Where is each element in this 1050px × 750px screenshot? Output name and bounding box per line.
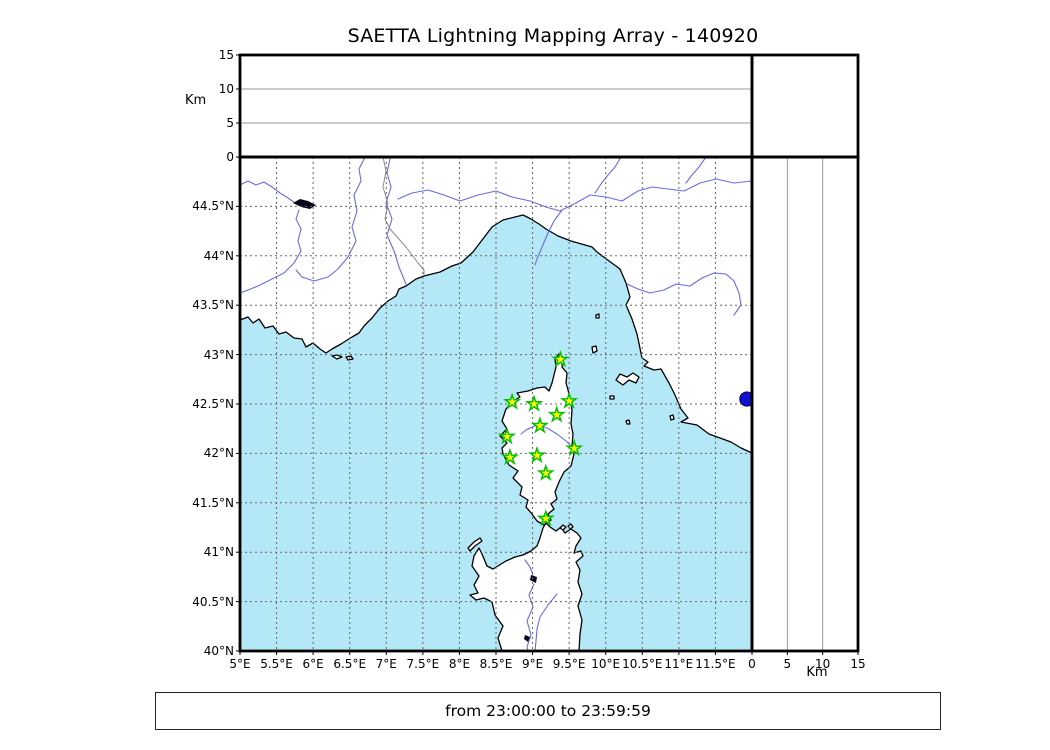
lon-tick-label: 9°E [521, 657, 544, 671]
station-marker [530, 416, 549, 434]
station-marker [500, 447, 519, 466]
river [240, 180, 296, 204]
river [534, 209, 563, 266]
station-marker [497, 427, 517, 445]
river [295, 157, 366, 282]
lon-tick-label: 6.5°E [333, 657, 367, 671]
station-marker [536, 509, 555, 527]
island-capraia [591, 345, 598, 354]
lon-tick-label: 11.5°E [695, 657, 736, 671]
detection-point [739, 391, 752, 407]
river [534, 593, 558, 651]
lat-tick-label: 40.5°N [192, 594, 234, 609]
lat-tick-label: 42°N [203, 446, 234, 461]
river [520, 427, 531, 435]
island-pianosa [609, 395, 615, 400]
station-marker [565, 438, 584, 457]
altitude-tick-label-right: 0 [748, 657, 756, 671]
river [685, 157, 707, 184]
station-marker [527, 445, 547, 464]
lon-tick-label: 5.5°E [260, 657, 293, 671]
lat-tick-label: 40°N [203, 644, 234, 658]
map-frame [238, 155, 754, 653]
island-corsica [499, 353, 575, 526]
lon-tick-label: 7.5°E [406, 657, 440, 671]
lat-tick-label: 43.5°N [192, 298, 234, 313]
lon-tick-label: 11°E [664, 657, 694, 671]
station-marker [524, 394, 544, 412]
island-asinara [467, 537, 483, 552]
altitude-tick-label-right: 5 [783, 657, 792, 671]
altitude-tick-label-top: 15 [218, 48, 234, 62]
island-gorgona [595, 313, 600, 319]
river [526, 583, 535, 651]
island-elba [615, 372, 640, 386]
island-porquerolles [331, 354, 354, 361]
river [397, 178, 752, 212]
island-sardinia [469, 522, 584, 651]
lake-coghinas [530, 575, 537, 583]
altitude-tick-label-right: 10 [815, 657, 831, 671]
map-geography [240, 157, 752, 651]
country-border [382, 157, 425, 276]
lon-tick-label: 8.5°E [479, 657, 513, 671]
map-gridlines [240, 157, 752, 651]
river [626, 272, 742, 316]
station-markers [497, 349, 584, 527]
station-marker [547, 405, 566, 423]
altitude-tick-label-right: 15 [850, 657, 866, 671]
altitude-tick-label-top: 5 [226, 116, 234, 130]
station-marker [502, 392, 522, 410]
time-window-box: from 23:00:00 to 23:59:59 [155, 692, 941, 730]
river [594, 157, 622, 194]
figure-title: SAETTA Lightning Mapping Array - 140920 [347, 25, 759, 47]
time-window-text: from 23:00:00 to 23:59:59 [445, 702, 651, 720]
lat-tick-label: 41.5°N [192, 495, 234, 510]
corner-panel [752, 55, 858, 157]
lon-tick-label: 10°E [591, 657, 621, 671]
station-marker [536, 463, 555, 481]
station-marker [560, 391, 579, 409]
panel-gridlines [240, 88, 824, 651]
river [385, 158, 407, 285]
altitude-axis-label-top: Km [185, 93, 207, 108]
lon-tick-label: 5°E [229, 657, 251, 671]
altitude-tick-label-top: 10 [218, 82, 234, 96]
altitude-lat-panel [752, 157, 858, 651]
lake [524, 635, 530, 642]
lon-tick-label: 10.5°E [622, 657, 663, 671]
lat-tick-label: 43°N [203, 347, 234, 362]
lat-tick-label: 42.5°N [192, 397, 234, 411]
river [524, 559, 534, 576]
detection-point-layer [739, 391, 752, 407]
altitude-axis-label-right: Km [806, 665, 828, 680]
lat-tick-label: 41°N [203, 545, 234, 560]
altitude-tick-label-top: 0 [226, 150, 234, 164]
station-marker [551, 349, 570, 368]
lon-tick-label: 7°E [375, 657, 397, 671]
river [240, 209, 302, 294]
lat-tick-label: 44.5°N [192, 199, 234, 214]
island-giglio [669, 414, 675, 421]
lat-tick-label: 44°N [203, 248, 234, 263]
altitude-lon-panel [240, 55, 752, 157]
lon-tick-label: 8°E [448, 657, 471, 671]
island-montecristo [625, 419, 631, 425]
coastline-mainland [240, 157, 752, 454]
lon-tick-label: 6°E [302, 657, 324, 671]
lon-tick-label: 9.5°E [552, 657, 586, 671]
